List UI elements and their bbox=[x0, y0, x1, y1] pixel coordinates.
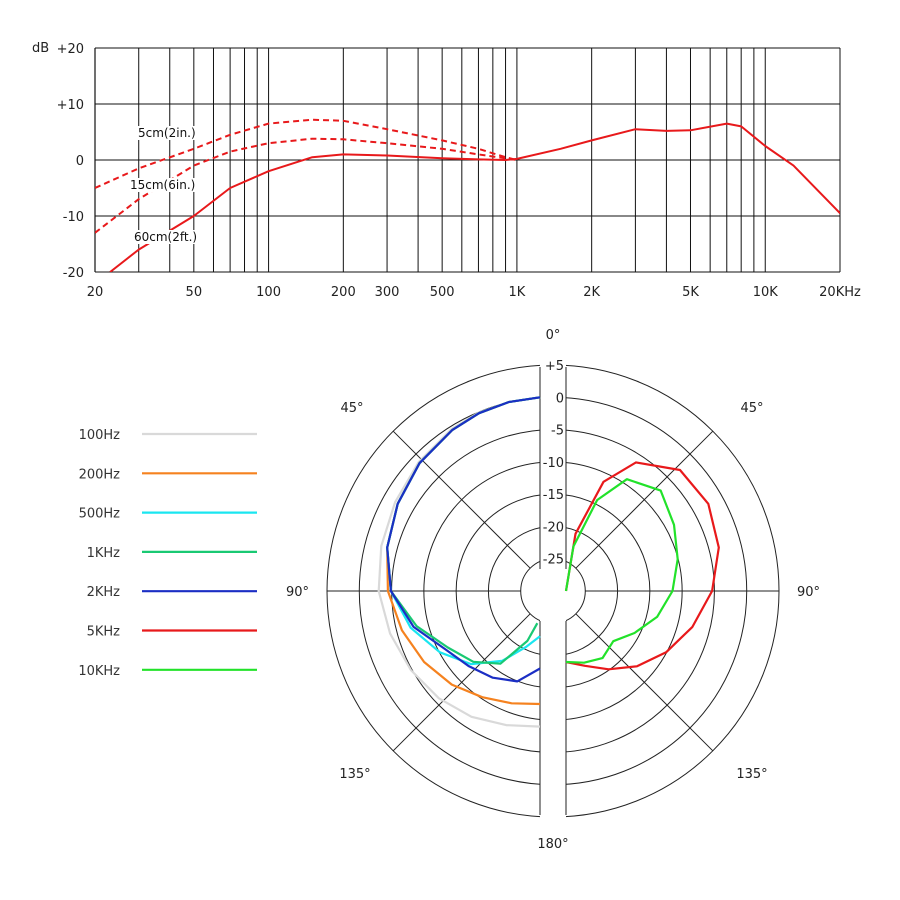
polar-tick-label: 0 bbox=[556, 391, 564, 406]
y-tick-label: -10 bbox=[63, 210, 84, 225]
polar-tick-label: -5 bbox=[551, 424, 564, 439]
polar-pattern-chart: +5 0 -5 -10 -15 -20 -25 0° 45° 45° 90° 90° 135° 135° 1… bbox=[286, 328, 820, 852]
polar-curves bbox=[377, 396, 720, 728]
polar-tick-label: +5 bbox=[545, 359, 564, 374]
y-tick-label: 0 bbox=[76, 154, 84, 169]
series-label-background bbox=[136, 126, 198, 140]
legend-label: 500Hz bbox=[79, 507, 121, 522]
legend-label: 10KHz bbox=[78, 664, 120, 679]
polar-series-line bbox=[386, 396, 541, 683]
series-label: 60cm(2ft.) bbox=[134, 230, 197, 244]
angle-label: 45° bbox=[740, 401, 763, 416]
frequency-labels: 20 50 100 200 300 500 1K 2K 5K 10K 20KHz +20 +10 0 -10… bbox=[57, 42, 861, 300]
x-tick-label: 2K bbox=[583, 285, 600, 300]
polar-spoke bbox=[575, 430, 714, 569]
y-axis-label: dB bbox=[32, 41, 49, 56]
legend-label: 2KHz bbox=[87, 585, 121, 600]
legend-item: 100Hz bbox=[79, 428, 257, 443]
polar-tick-label: -10 bbox=[543, 456, 564, 471]
polar-labels: +5 0 -5 -10 -15 -20 -25 0° 45° 45° 90° 90° 135° 135° 1… bbox=[286, 328, 820, 852]
y-tick-label: -20 bbox=[63, 266, 84, 281]
x-tick-label: 5K bbox=[682, 285, 699, 300]
polar-grid bbox=[326, 363, 780, 819]
legend-item: 1KHz bbox=[87, 546, 257, 561]
series-line bbox=[95, 118, 518, 189]
series-line bbox=[109, 122, 840, 272]
polar-tick-label: -20 bbox=[543, 520, 564, 535]
polar-spoke bbox=[392, 613, 531, 752]
x-tick-label: 300 bbox=[375, 285, 400, 300]
polar-tick-label: -25 bbox=[543, 553, 564, 568]
legend-item: 500Hz bbox=[79, 507, 257, 522]
series-label: 15cm(6in.) bbox=[130, 178, 195, 192]
polar-series-line bbox=[564, 478, 679, 664]
legend-label: 100Hz bbox=[79, 428, 121, 443]
polar-series-line bbox=[377, 396, 541, 728]
frequency-grid bbox=[94, 47, 841, 273]
angle-label: 90° bbox=[797, 585, 820, 600]
x-tick-label: 1K bbox=[509, 285, 526, 300]
frequency-curves bbox=[95, 118, 840, 272]
polar-series-line bbox=[386, 396, 541, 666]
polar-series-line bbox=[386, 396, 541, 706]
legend-item: 200Hz bbox=[79, 467, 257, 482]
legend-label: 5KHz bbox=[87, 625, 121, 640]
legend-label: 200Hz bbox=[79, 467, 121, 482]
x-tick-label: 100 bbox=[256, 285, 281, 300]
series-line bbox=[95, 137, 518, 234]
polar-series-line bbox=[564, 461, 720, 671]
angle-label: 0° bbox=[546, 328, 561, 343]
angle-label: 135° bbox=[736, 767, 767, 782]
x-tick-label: 20 bbox=[87, 285, 104, 300]
frequency-response-chart: 20 50 100 200 300 500 1K 2K 5K 10K 20KHz +20 +10 0 -10… bbox=[32, 41, 861, 300]
polar-spoke bbox=[575, 613, 714, 752]
polar-spoke bbox=[392, 430, 531, 569]
center-gap bbox=[540, 363, 566, 819]
angle-label: 45° bbox=[340, 401, 363, 416]
legend-item: 5KHz bbox=[87, 625, 257, 640]
series-label-background bbox=[132, 230, 200, 244]
legend: 100Hz 200Hz 500Hz 1KHz 2KHz 5KHz 10KHz bbox=[78, 428, 257, 679]
angle-label: 135° bbox=[339, 767, 370, 782]
y-tick-label: +20 bbox=[57, 42, 84, 57]
x-tick-label: 200 bbox=[331, 285, 356, 300]
series-label: 5cm(2in.) bbox=[138, 126, 196, 140]
legend-item: 2KHz bbox=[87, 585, 257, 600]
y-tick-label: +10 bbox=[57, 98, 84, 113]
x-tick-label: 20KHz bbox=[819, 285, 861, 300]
polar-tick-label: -15 bbox=[543, 488, 564, 503]
legend-label: 1KHz bbox=[87, 546, 121, 561]
angle-label: 180° bbox=[537, 837, 568, 852]
x-tick-label: 10K bbox=[753, 285, 779, 300]
x-tick-label: 50 bbox=[186, 285, 203, 300]
polar-series-line bbox=[386, 396, 541, 665]
x-tick-label: 500 bbox=[430, 285, 455, 300]
angle-label: 90° bbox=[286, 585, 309, 600]
legend-item: 10KHz bbox=[78, 664, 257, 679]
series-label-background bbox=[128, 178, 198, 192]
